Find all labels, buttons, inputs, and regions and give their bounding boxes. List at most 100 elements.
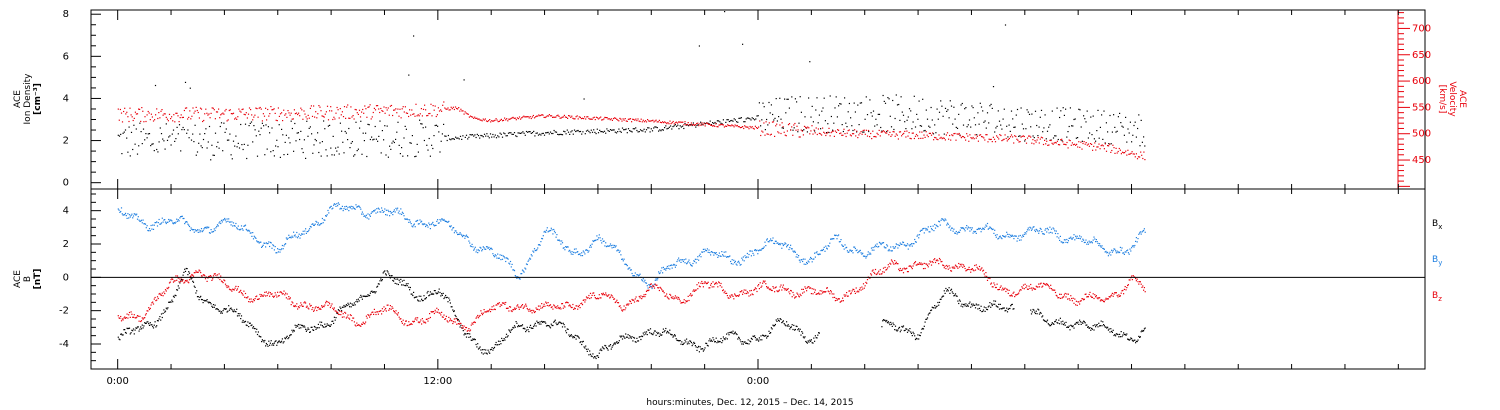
density-point (386, 125, 388, 127)
velocity-point (499, 119, 501, 121)
bx-point (1102, 321, 1104, 323)
by-point (709, 252, 711, 254)
velocity-point (326, 105, 329, 107)
bx-point (269, 342, 271, 344)
by-point (297, 237, 299, 239)
velocity-point (413, 113, 415, 115)
velocity-point (777, 131, 779, 133)
by-point (284, 243, 286, 245)
density-point (620, 131, 622, 133)
velocity-point (887, 130, 889, 132)
velocity-point (786, 130, 788, 132)
bx-point (626, 336, 628, 338)
bx-point (289, 335, 291, 337)
by-point (579, 253, 581, 255)
by-point (1014, 235, 1017, 237)
velocity-point (179, 117, 181, 119)
density-point (170, 144, 172, 146)
velocity-point (308, 117, 310, 119)
by-point (313, 224, 315, 226)
bz-point (613, 298, 615, 300)
by-point (1109, 251, 1111, 253)
by-point (858, 251, 860, 253)
density-point (391, 142, 393, 144)
by-point (828, 245, 830, 247)
by-point (525, 268, 527, 270)
by-point (723, 251, 725, 253)
bx-point (272, 343, 274, 345)
bz-point (165, 290, 167, 292)
velocity-point (769, 134, 771, 136)
velocity-point (1085, 142, 1087, 144)
bx-point (450, 306, 452, 308)
bz-point (315, 306, 317, 308)
velocity-point (926, 134, 928, 136)
by-point (546, 227, 548, 229)
density-point (630, 130, 632, 132)
density-point (129, 155, 131, 157)
density-point (558, 134, 560, 136)
velocity-point (878, 129, 880, 131)
bx-point (196, 296, 199, 298)
by-point (537, 247, 539, 249)
bx-point (457, 319, 459, 321)
bx-point (1095, 326, 1097, 328)
bx-point (1040, 312, 1042, 314)
bx-point (205, 300, 207, 302)
bz-point (593, 292, 595, 294)
bx-point (601, 346, 604, 348)
by-point (1038, 230, 1041, 232)
bz-point (229, 289, 231, 291)
by-point (829, 242, 831, 244)
bx-point (967, 305, 969, 307)
density-point (408, 74, 410, 76)
velocity-point (539, 115, 541, 117)
velocity-point (764, 134, 766, 136)
by-point (801, 259, 803, 261)
density-point (1140, 119, 1142, 121)
by-point (730, 260, 732, 263)
velocity-point (638, 120, 640, 122)
density-point (458, 138, 460, 140)
bx-point (164, 311, 166, 313)
bx-point (1010, 305, 1012, 307)
bz-point (192, 274, 194, 276)
by-point (389, 215, 391, 217)
velocity-point (333, 116, 335, 118)
velocity-point (966, 133, 968, 135)
by-point (679, 259, 681, 261)
velocity-point (325, 111, 327, 113)
bz-point (198, 269, 200, 271)
bx-point (423, 295, 425, 297)
bz-point (526, 307, 528, 310)
by-point (342, 210, 344, 212)
density-point (557, 133, 559, 135)
by-point (503, 256, 505, 258)
velocity-point (420, 108, 422, 110)
by-point (582, 250, 584, 252)
velocity-point (492, 120, 494, 122)
bx-point (533, 324, 536, 326)
velocity-point (683, 124, 685, 126)
bx-point (915, 337, 917, 339)
velocity-point (118, 119, 120, 121)
by-point (535, 249, 537, 252)
density-point (521, 132, 523, 134)
by-point (598, 234, 600, 236)
bz-point (361, 323, 363, 325)
bx-point (737, 338, 739, 340)
bx-point (762, 334, 764, 336)
velocity-point (1035, 141, 1037, 143)
bx-point (331, 320, 333, 322)
density-point (560, 133, 562, 136)
bx-point (1099, 325, 1101, 327)
density-point (971, 105, 973, 107)
by-point (779, 244, 781, 246)
by-point (435, 224, 437, 226)
density-point (738, 117, 740, 119)
velocity-point (913, 137, 915, 140)
velocity-point (273, 108, 275, 110)
by-point (289, 236, 291, 239)
by-point (670, 264, 672, 266)
velocity-point (309, 107, 311, 109)
